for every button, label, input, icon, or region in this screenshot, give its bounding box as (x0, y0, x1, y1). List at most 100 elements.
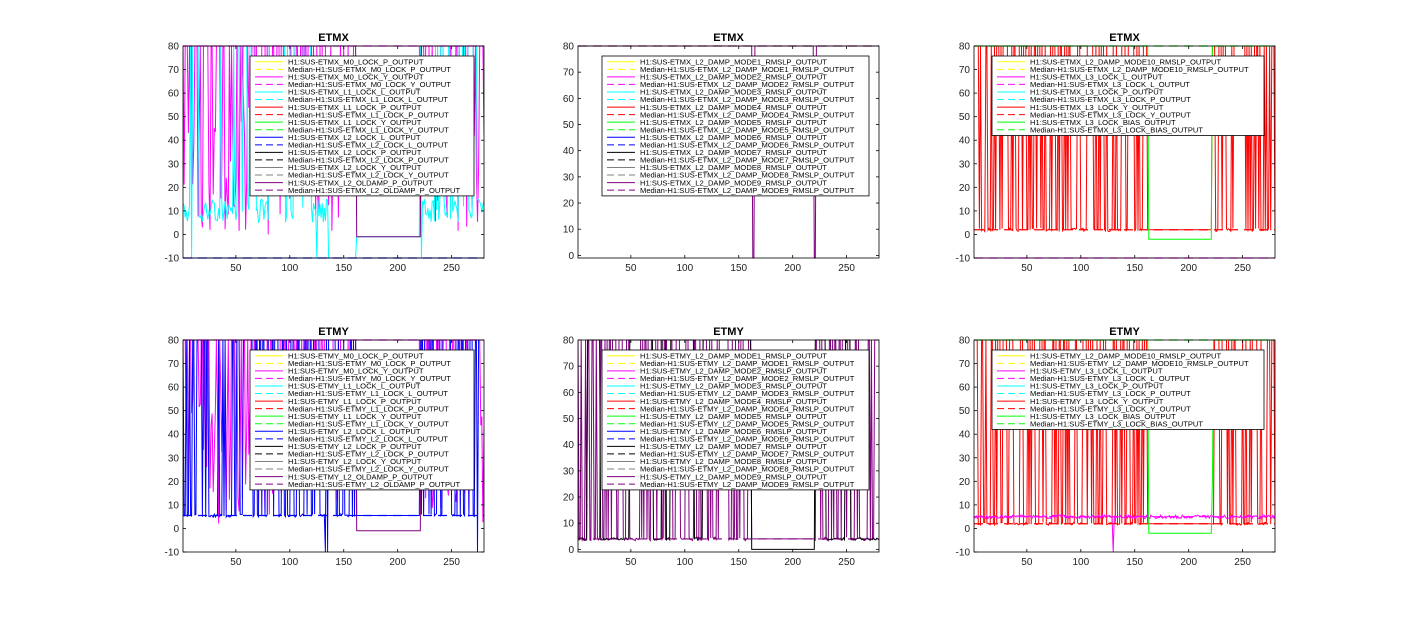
legend-entry: Median-H1:SUS-ETMY_L2_LOCK_L_OUTPUT (288, 435, 448, 444)
legend: H1:SUS-ETMY_L2_DAMP_MODE1_RMSLP_OUTPUTMe… (601, 349, 870, 491)
legend-entry: Median-H1:SUS-ETMY_L2_DAMP_MODE1_RMSLP_O… (640, 359, 855, 368)
y-tick-label: -10 (956, 254, 971, 265)
y-tick-label: 80 (563, 42, 575, 53)
legend-entry: Median-H1:SUS-ETMX_L1_LOCK_L_OUTPUT (288, 95, 448, 104)
legend-entry: H1:SUS-ETMY_L3_LOCK_P_OUTPUT (1030, 382, 1164, 391)
legend-entry: Median-H1:SUS-ETMX_L1_LOCK_Y_OUTPUT (288, 125, 449, 134)
y-tick-label: 70 (563, 362, 575, 373)
legend-entry: Median-H1:SUS-ETMX_L2_DAMP_MODE3_RMSLP_O… (640, 95, 855, 104)
legend-entry: Median-H1:SUS-ETMY_L2_DAMP_MODE7_RMSLP_O… (640, 450, 855, 459)
legend-entry: H1:SUS-ETMY_L2_DAMP_MODE8_RMSLP_OUTPUT (640, 457, 827, 466)
legend-entry: Median-H1:SUS-ETMY_L3_LOCK_P_OUTPUT (1030, 389, 1191, 398)
y-tick-label: 10 (168, 206, 180, 217)
y-tick-label: 60 (959, 89, 971, 100)
y-tick-label: 30 (959, 453, 971, 464)
y-tick-label: 80 (168, 336, 180, 347)
legend-entry: H1:SUS-ETMX_L2_DAMP_MODE9_RMSLP_OUTPUT (640, 178, 827, 187)
legend-entry: Median-H1:SUS-ETMX_L3_LOCK_P_OUTPUT (1030, 95, 1191, 104)
legend-entry: H1:SUS-ETMX_L2_DAMP_MODE5_RMSLP_OUTPUT (640, 118, 827, 127)
y-tick-label: 10 (168, 500, 180, 511)
y-tick-label: 0 (568, 545, 574, 556)
legend-entry: H1:SUS-ETMY_L1_LOCK_P_OUTPUT (288, 397, 422, 406)
legend-entry: Median-H1:SUS-ETMX_L2_DAMP_MODE2_RMSLP_O… (640, 80, 855, 89)
legend-entry: H1:SUS-ETMX_M0_LOCK_P_OUTPUT (288, 57, 424, 66)
y-tick-label: 10 (563, 519, 575, 530)
legend-entry: Median-H1:SUS-ETMX_L2_DAMP_MODE7_RMSLP_O… (640, 156, 855, 165)
legend-entry: H1:SUS-ETMY_L3_LOCK_L_OUTPUT (1030, 367, 1163, 376)
legend-entry: Median-H1:SUS-ETMY_L3_LOCK_BIAS_OUTPUT (1030, 419, 1203, 428)
y-tick-label: 40 (168, 430, 180, 441)
y-tick-label: 50 (959, 406, 971, 417)
y-tick-label: 60 (563, 94, 575, 105)
legend-entry: Median-H1:SUS-ETMY_L3_LOCK_Y_OUTPUT (1030, 404, 1191, 413)
legend-box (249, 55, 475, 197)
legend-entry: Median-H1:SUS-ETMY_L2_DAMP_MODE9_RMSLP_O… (640, 480, 855, 489)
legend: H1:SUS-ETMY_M0_LOCK_P_OUTPUT Median-H1:SU… (249, 349, 475, 491)
y-tick-label: 20 (563, 493, 575, 504)
legend-entry: H1:SUS-ETMX_M0_LOCK_Y_OUTPUT (288, 73, 424, 82)
y-tick-label: 20 (563, 199, 575, 210)
y-tick-label: 60 (168, 89, 180, 100)
y-tick-label: 0 (173, 230, 179, 241)
y-tick-label: 10 (563, 225, 575, 236)
legend-entry: Median-H1:SUS-ETMY_L1_LOCK_Y_OUTPUT (288, 419, 449, 428)
legend-entry: H1:SUS-ETMX_L2_DAMP_MODE6_RMSLP_OUTPUT (640, 133, 827, 142)
legend-entry: Median-H1:SUS-ETMX_L2_DAMP_MODE9_RMSLP_O… (640, 186, 855, 195)
legend-entry: Median-H1:SUS-ETMX_L2_DAMP_MODE6_RMSLP_O… (640, 141, 855, 150)
y-tick-label: 20 (959, 477, 971, 488)
y-tick-label: -10 (956, 548, 971, 559)
legend-entry: Median-H1:SUS-ETMY_L3_LOCK_L_OUTPUT (1030, 374, 1190, 383)
legend-entry: H1:SUS-ETMX_L1_LOCK_P_OUTPUT (288, 103, 422, 112)
legend-entry: H1:SUS-ETMX_L2_LOCK_Y_OUTPUT (288, 163, 422, 172)
y-tick-label: 0 (568, 251, 574, 262)
axes-box (973, 339, 1276, 553)
y-tick-label: 50 (563, 414, 575, 425)
x-tick-label: 250 (1234, 557, 1251, 568)
y-tick-label: 80 (168, 42, 180, 53)
x-tick-label: 50 (625, 557, 637, 568)
legend-entry: H1:SUS-ETMY_L2_DAMP_MODE5_RMSLP_OUTPUT (640, 412, 827, 421)
legend-entry: H1:SUS-ETMX_L2_DAMP_MODE2_RMSLP_OUTPUT (640, 73, 827, 82)
y-tick-label: 80 (563, 336, 575, 347)
legend-entry: H1:SUS-ETMY_M0_LOCK_P_OUTPUT (288, 351, 424, 360)
x-tick-label: 50 (1021, 557, 1033, 568)
legend-entry: Median-H1:SUS-ETMY_L2_DAMP_MODE6_RMSLP_O… (640, 435, 855, 444)
legend-entry: Median-H1:SUS-ETMX_M0_LOCK_Y_OUTPUT (288, 80, 451, 89)
legend-entry: H1:SUS-ETMX_L2_DAMP_MODE8_RMSLP_OUTPUT (640, 163, 827, 172)
legend-entry: H1:SUS-ETMY_L2_DAMP_MODE2_RMSLP_OUTPUT (640, 367, 827, 376)
series-trace-2 (974, 513, 1275, 553)
legend-entry: Median-H1:SUS-ETMY_L1_LOCK_P_OUTPUT (288, 404, 449, 413)
x-tick-label: 100 (281, 557, 298, 568)
y-tick-label: 20 (168, 183, 180, 194)
y-tick-label: 50 (563, 120, 575, 131)
y-tick-label: 70 (959, 65, 971, 76)
y-tick-label: 10 (959, 206, 971, 217)
legend-entry: Median-H1:SUS-ETMY_M0_LOCK_Y_OUTPUT (288, 374, 451, 383)
legend-entry: H1:SUS-ETMY_L3_LOCK_Y_OUTPUT (1030, 397, 1164, 406)
x-tick-label: 150 (730, 263, 747, 274)
y-tick-label: 40 (959, 136, 971, 147)
legend-box (601, 349, 870, 491)
y-tick-label: -10 (165, 548, 180, 559)
x-tick-label: 200 (389, 557, 406, 568)
x-tick-label: 250 (838, 263, 855, 274)
y-tick-label: 70 (168, 65, 180, 76)
legend-entry: H1:SUS-ETMX_L3_LOCK_Y_OUTPUT (1030, 103, 1164, 112)
legend-entry: H1:SUS-ETMX_L2_DAMP_MODE10_RMSLP_OUTPUT (1030, 57, 1222, 66)
x-tick-label: 200 (784, 263, 801, 274)
legend-entry: Median-H1:SUS-ETMY_L2_DAMP_MODE8_RMSLP_O… (640, 465, 855, 474)
y-tick-label: 20 (959, 183, 971, 194)
x-tick-label: 150 (335, 557, 352, 568)
x-tick-label: 150 (1126, 263, 1143, 274)
legend-entry: Median-H1:SUS-ETMX_L2_DAMP_MODE1_RMSLP_O… (640, 65, 855, 74)
subplot-1: 50 100 150 200 250 -10 0 10 20 30 40 50 60 70 80 ETMX H1… (165, 32, 485, 274)
legend-entry: H1:SUS-ETMX_L1_LOCK_L_OUTPUT (288, 88, 421, 97)
x-tick-label: 250 (838, 557, 855, 568)
legend-entry: Median-H1:SUS-ETMX_L3_LOCK_BIAS_OUTPUT (1030, 125, 1203, 134)
y-tick-label: 30 (959, 159, 971, 170)
subplot-2: 50 100 150 200 250 0 10 20 30 40 50 60 70 80 ETMX H1:SU… (563, 32, 880, 274)
axes-box (182, 45, 485, 259)
x-tick-label: 50 (1021, 263, 1033, 274)
y-tick-label: 60 (959, 383, 971, 394)
